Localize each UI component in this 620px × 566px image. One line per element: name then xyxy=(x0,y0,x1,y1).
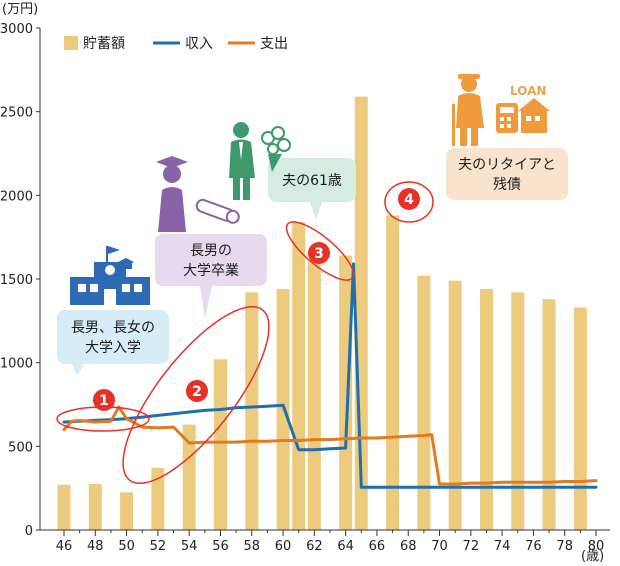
legend-label-expense: 支出 xyxy=(260,36,288,52)
callout-event-2: 長男の 大学卒業 xyxy=(155,234,267,318)
legend: 貯蓄額 収入 支出 xyxy=(64,36,288,52)
savings-bar xyxy=(417,275,431,530)
event-2-number: 2 xyxy=(192,384,202,400)
graduate-icon xyxy=(156,156,240,232)
x-tick-label: 58 xyxy=(243,539,260,554)
x-tick-label: 72 xyxy=(463,539,480,554)
x-axis-ticks: 46 48 50 52 54 56 58 60 62 64 66 68 70 72 74 76 78 80 xyxy=(56,530,605,554)
x-tick-label: 56 xyxy=(212,539,229,554)
school-building-icon xyxy=(70,246,150,305)
y-tick-label: 500 xyxy=(8,440,33,455)
savings-bar xyxy=(151,468,165,530)
callout-1-line-1: 長男、長女の xyxy=(71,319,155,336)
x-tick-label: 80 xyxy=(588,539,605,554)
y-tick-label: 0 xyxy=(25,524,33,539)
legend-label-income: 収入 xyxy=(185,36,213,52)
savings-bar xyxy=(245,292,259,530)
x-tick-label: 68 xyxy=(400,539,417,554)
savings-bar xyxy=(573,307,587,530)
event-4-marker: 4 xyxy=(398,188,420,210)
x-axis-unit: (歳) xyxy=(581,549,604,564)
savings-bars xyxy=(57,96,587,531)
savings-bar xyxy=(448,280,462,530)
x-tick-label: 60 xyxy=(275,539,292,554)
event-1-marker: 1 xyxy=(93,389,115,411)
x-tick-label: 50 xyxy=(118,539,135,554)
callout-event-1: 長男、長女の 大学入学 xyxy=(57,310,169,376)
savings-bar xyxy=(120,492,134,530)
event-2-highlight-ellipse xyxy=(122,305,270,485)
savings-bar xyxy=(182,424,196,530)
savings-bar xyxy=(339,255,353,530)
loan-label: LOAN xyxy=(510,84,546,98)
savings-bar xyxy=(292,222,306,530)
x-tick-label: 62 xyxy=(306,539,323,554)
x-tick-label: 66 xyxy=(369,539,386,554)
event-4-highlight-ellipse xyxy=(384,181,434,223)
x-tick-label: 78 xyxy=(556,539,573,554)
savings-bar xyxy=(307,260,321,530)
x-tick-label: 48 xyxy=(87,539,104,554)
legend-label-savings: 貯蓄額 xyxy=(83,36,125,52)
y-tick-label: 2000 xyxy=(0,189,33,204)
savings-bar xyxy=(213,359,227,530)
x-tick-label: 70 xyxy=(431,539,448,554)
savings-bar xyxy=(57,484,71,530)
event-4-number: 4 xyxy=(404,192,414,208)
y-tick-label: 1500 xyxy=(0,273,33,288)
expense-line xyxy=(62,405,598,486)
event-3-highlight-ellipse xyxy=(285,221,355,281)
event-2-marker: 2 xyxy=(186,380,208,402)
y-axis-unit: (万円) xyxy=(2,2,38,17)
x-tick-label: 76 xyxy=(525,539,542,554)
savings-bar xyxy=(542,299,556,530)
businessman-bouquet-icon xyxy=(229,122,291,200)
legend-swatch-savings xyxy=(64,36,78,50)
callout-event-3: 夫の61歳 xyxy=(268,158,356,220)
x-tick-label: 46 xyxy=(56,539,73,554)
income-line xyxy=(62,262,598,489)
x-tick-label: 64 xyxy=(337,539,354,554)
savings-bar xyxy=(88,483,102,530)
callout-3-line-1: 夫の61歳 xyxy=(282,173,342,189)
callout-4-line-1: 夫のリタイアと xyxy=(458,157,556,173)
event-1-number: 1 xyxy=(99,393,109,409)
event-3-marker: 3 xyxy=(308,242,330,264)
y-tick-label: 2500 xyxy=(0,106,33,121)
y-tick-label: 1000 xyxy=(0,357,33,372)
y-axis-ticks: 0 500 1000 1500 2000 2500 3000 xyxy=(0,22,40,539)
callout-1-line-2: 大学入学 xyxy=(85,340,141,356)
x-tick-label: 74 xyxy=(494,539,511,554)
callout-event-4: 夫のリタイアと 残債 xyxy=(446,148,568,200)
y-tick-label: 3000 xyxy=(0,22,33,37)
savings-bar xyxy=(386,215,400,530)
callout-2-line-1: 長男の xyxy=(190,243,232,259)
x-tick-label: 54 xyxy=(181,539,198,554)
event-3-number: 3 xyxy=(314,246,324,262)
savings-bar xyxy=(479,289,493,530)
elderly-loan-icon: LOAN xyxy=(452,74,550,146)
callout-4-line-2: 残債 xyxy=(493,177,521,193)
callout-2-line-2: 大学卒業 xyxy=(183,263,239,279)
savings-bar xyxy=(511,292,525,530)
series-lines xyxy=(62,262,598,489)
x-tick-label: 52 xyxy=(150,539,167,554)
